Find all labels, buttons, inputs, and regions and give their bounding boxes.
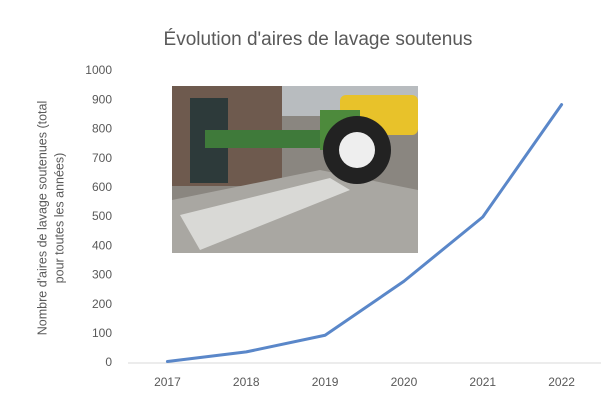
photo-wash-pad: [180, 178, 350, 250]
y-tick-label: 200: [92, 297, 112, 311]
y-tick-label: 400: [92, 238, 112, 252]
y-tick-label: 800: [92, 122, 112, 136]
photo: [172, 86, 418, 253]
x-tick-label: 2020: [391, 375, 418, 389]
x-tick-label: 2022: [548, 375, 575, 389]
x-tick-label: 2021: [469, 375, 496, 389]
y-axis-label: Nombre d'aires de lavage soutenues (tota…: [35, 101, 66, 335]
y-tick-label: 0: [105, 355, 112, 369]
y-tick-label: 900: [92, 92, 112, 106]
y-axis-label-line: pour toutes les années): [52, 153, 66, 284]
x-tick-label: 2018: [233, 375, 260, 389]
photo-rim: [339, 132, 375, 168]
y-tick-label: 500: [92, 209, 112, 223]
y-tick-label: 300: [92, 268, 112, 282]
y-tick-label: 600: [92, 180, 112, 194]
x-tick-label: 2017: [154, 375, 181, 389]
y-tick-label: 700: [92, 151, 112, 165]
y-tick-label: 100: [92, 326, 112, 340]
photo-boom: [205, 130, 325, 148]
x-tick-label: 2019: [312, 375, 339, 389]
data-line: [165, 103, 564, 364]
y-tick-label: 1000: [85, 63, 112, 77]
chart-title: Évolution d'aires de lavage soutenus: [164, 29, 473, 50]
y-axis-label-line: Nombre d'aires de lavage soutenues (tota…: [35, 101, 49, 335]
